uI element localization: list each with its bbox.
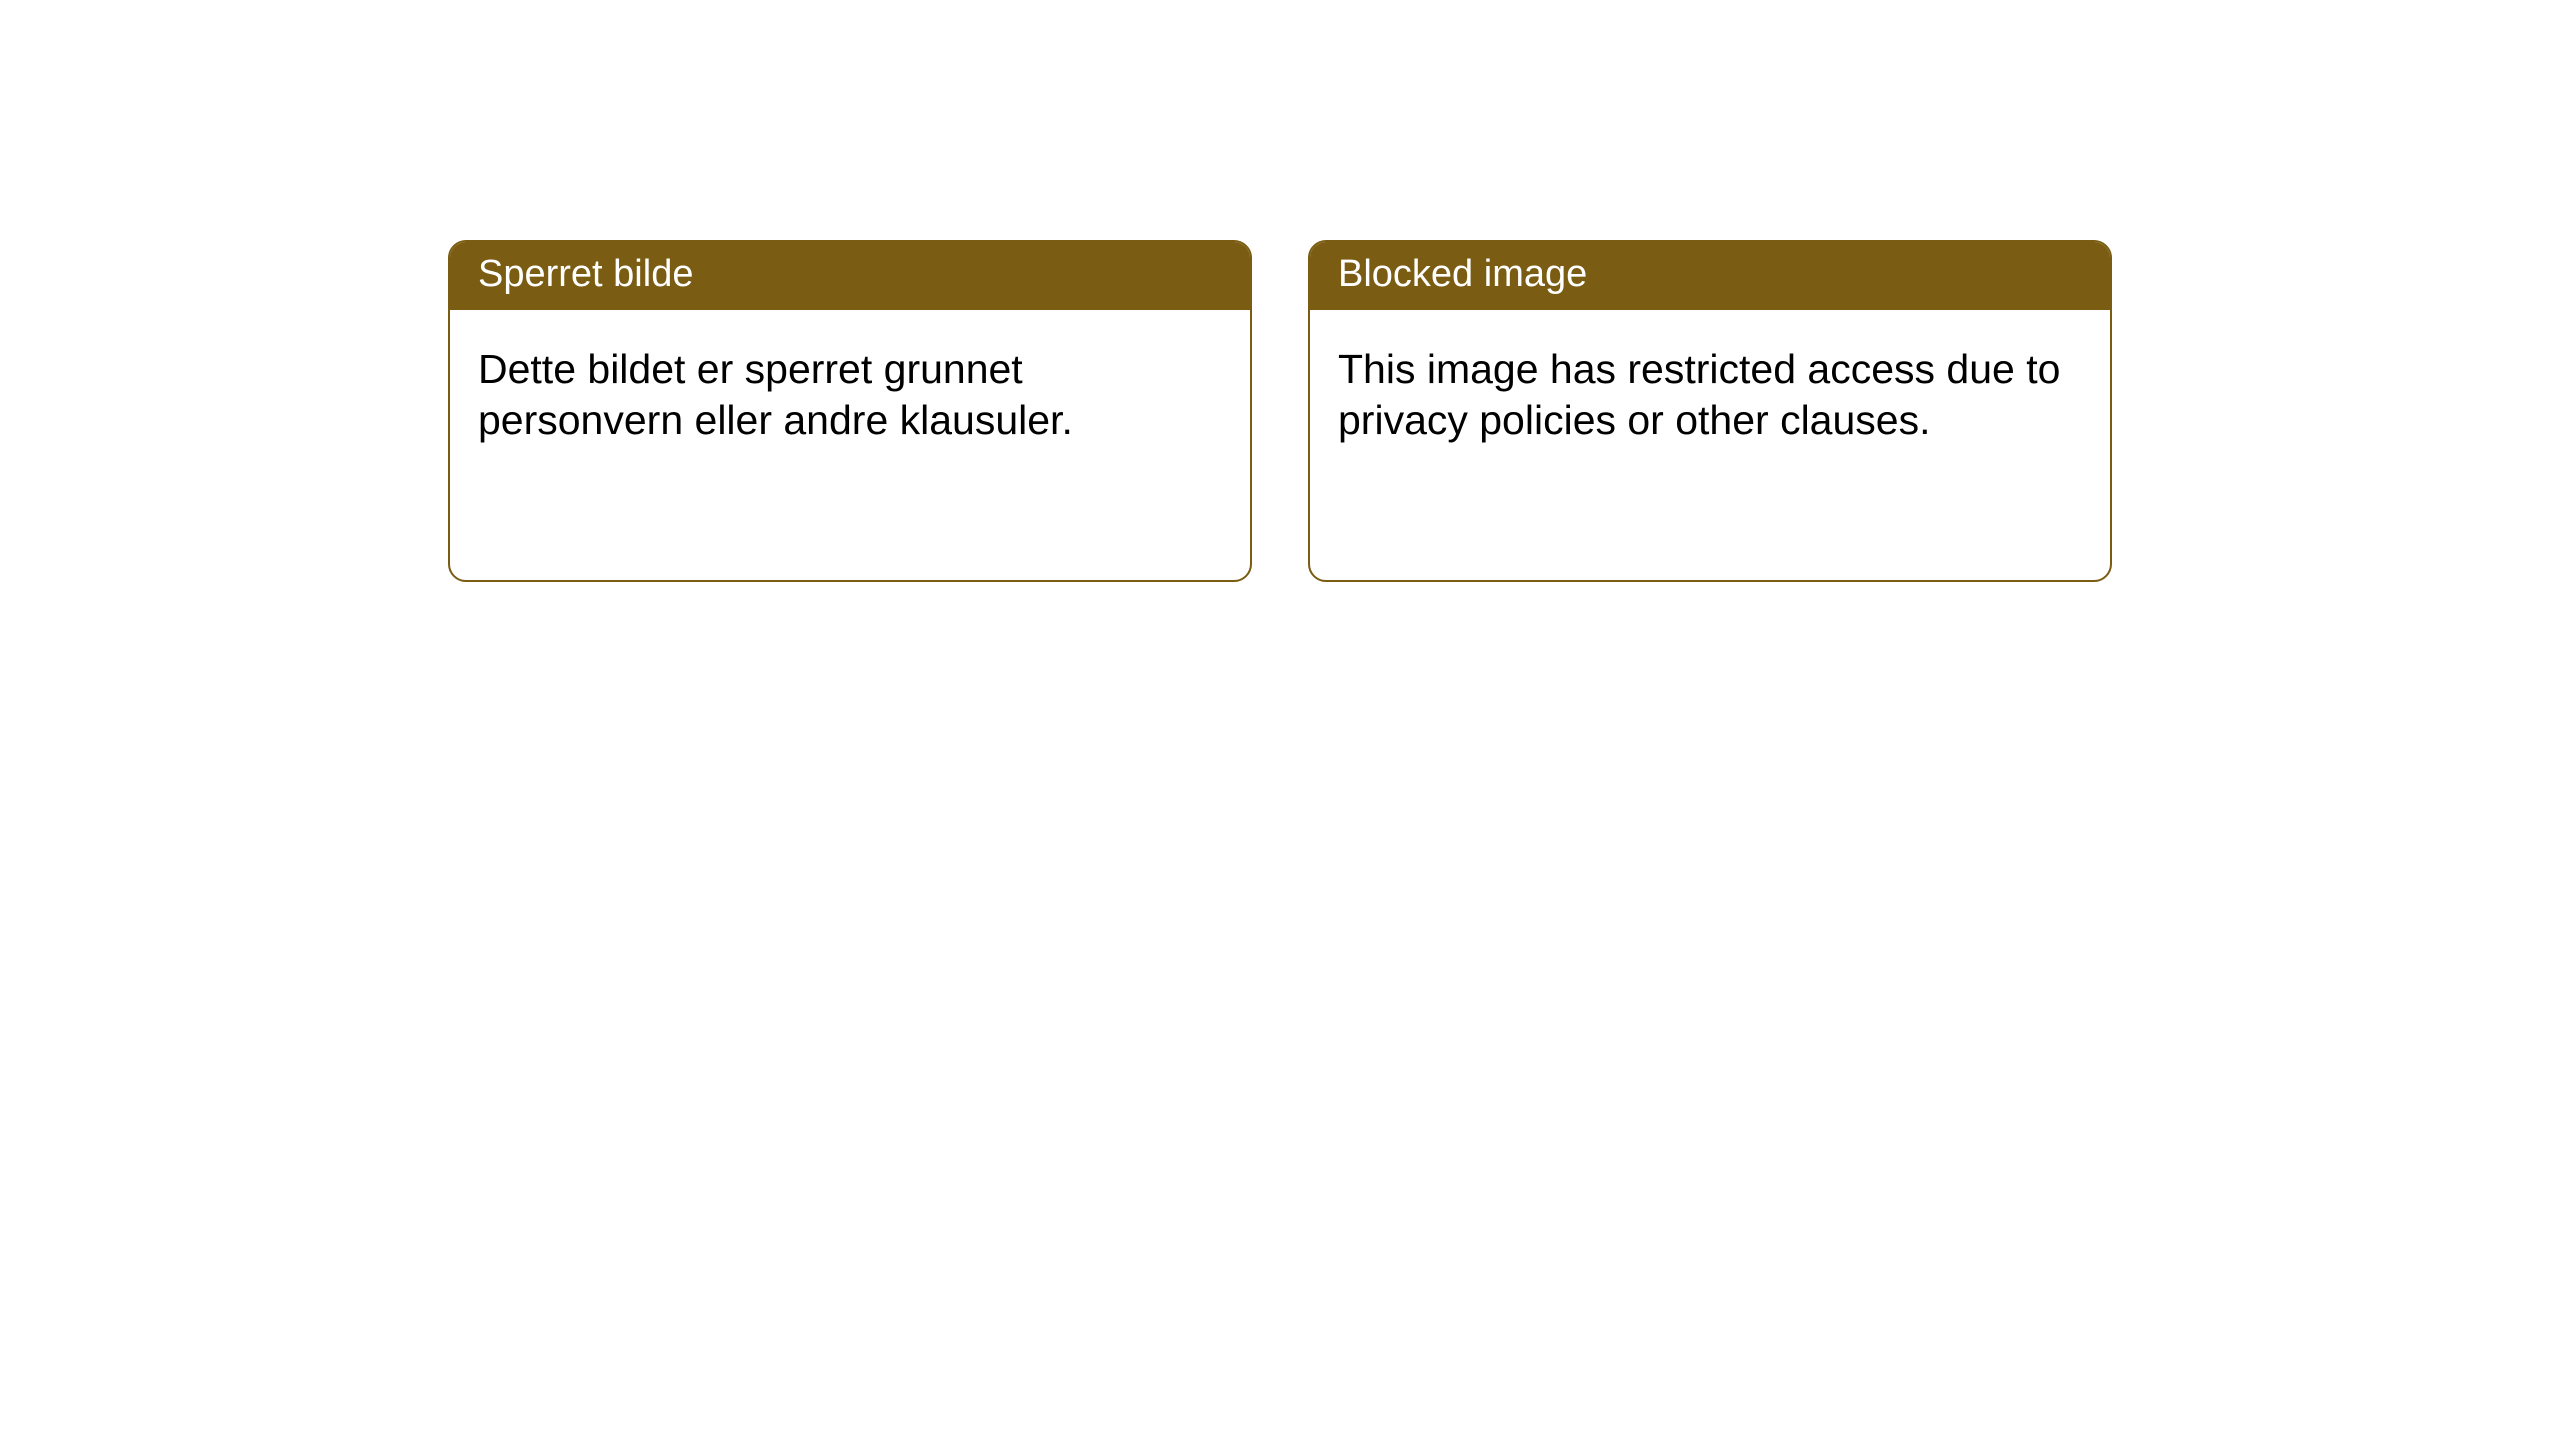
- notice-card-english: Blocked image This image has restricted …: [1308, 240, 2112, 582]
- notice-card-norwegian: Sperret bilde Dette bildet er sperret gr…: [448, 240, 1252, 582]
- notice-cards-container: Sperret bilde Dette bildet er sperret gr…: [448, 240, 2112, 582]
- notice-card-body: Dette bildet er sperret grunnet personve…: [450, 310, 1250, 580]
- notice-card-title: Sperret bilde: [450, 242, 1250, 310]
- notice-card-body: This image has restricted access due to …: [1310, 310, 2110, 580]
- notice-card-title: Blocked image: [1310, 242, 2110, 310]
